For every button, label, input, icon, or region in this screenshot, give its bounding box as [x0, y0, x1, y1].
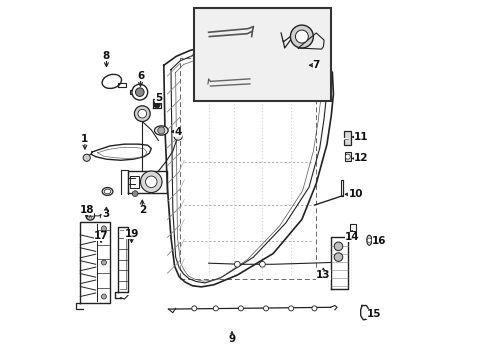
Circle shape	[86, 212, 94, 220]
Circle shape	[101, 294, 106, 299]
Circle shape	[333, 253, 342, 261]
Ellipse shape	[154, 126, 168, 135]
Circle shape	[213, 306, 218, 311]
Circle shape	[140, 171, 162, 193]
Circle shape	[191, 306, 196, 311]
Ellipse shape	[366, 235, 371, 245]
Text: 1: 1	[81, 134, 88, 144]
Text: 6: 6	[137, 71, 144, 81]
Text: 14: 14	[344, 232, 359, 242]
Circle shape	[263, 306, 268, 311]
Text: 5: 5	[155, 93, 162, 103]
Text: 3: 3	[102, 209, 110, 219]
Circle shape	[83, 154, 90, 161]
Circle shape	[153, 102, 160, 108]
Circle shape	[366, 238, 371, 242]
Bar	[194, 8, 330, 101]
Text: 18: 18	[79, 206, 94, 216]
Circle shape	[158, 127, 164, 134]
Text: 17: 17	[94, 231, 108, 240]
Circle shape	[238, 306, 243, 311]
Text: 13: 13	[316, 270, 330, 280]
Circle shape	[101, 226, 106, 231]
Circle shape	[145, 176, 157, 188]
Circle shape	[138, 109, 146, 118]
Bar	[344, 131, 351, 145]
Circle shape	[288, 306, 293, 311]
Text: 8: 8	[102, 51, 110, 61]
Ellipse shape	[174, 134, 182, 140]
Circle shape	[101, 260, 106, 265]
Circle shape	[311, 306, 316, 311]
Text: 2: 2	[139, 206, 145, 216]
Text: 11: 11	[353, 132, 367, 142]
Ellipse shape	[104, 189, 110, 194]
Circle shape	[290, 25, 313, 48]
Circle shape	[345, 154, 349, 159]
Circle shape	[134, 106, 150, 122]
Text: 7: 7	[312, 60, 319, 70]
Circle shape	[234, 261, 240, 267]
Circle shape	[135, 88, 144, 96]
Bar	[344, 152, 350, 161]
Circle shape	[132, 191, 138, 197]
Circle shape	[259, 261, 265, 267]
Text: 16: 16	[371, 236, 386, 246]
Text: 9: 9	[228, 333, 235, 343]
Text: 10: 10	[348, 189, 362, 199]
Text: 12: 12	[353, 153, 367, 163]
Text: 4: 4	[174, 127, 182, 136]
Text: 15: 15	[366, 310, 380, 319]
Text: 19: 19	[124, 229, 139, 239]
Ellipse shape	[102, 188, 113, 195]
Circle shape	[333, 242, 342, 251]
Circle shape	[295, 30, 308, 43]
